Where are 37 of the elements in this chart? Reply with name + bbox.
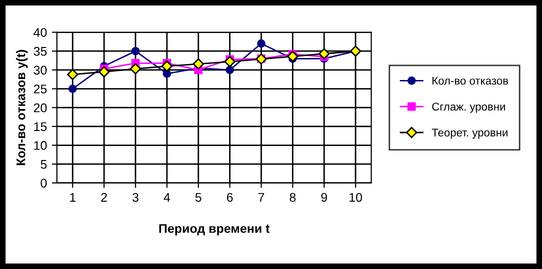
point [130, 63, 142, 74]
y-tick-label: 5 [40, 160, 47, 169]
y-tick-label: 25 [34, 84, 47, 94]
x-tick-label: 9 [321, 192, 327, 202]
point [224, 56, 236, 68]
x-tick-label: 6 [226, 192, 233, 202]
x-tick-label: 3 [132, 192, 138, 202]
legend-label: Кол-во отказов [432, 76, 508, 85]
point [68, 84, 77, 93]
y-tick-label: 35 [34, 46, 47, 56]
legend-label: Теорет. уровни [432, 128, 508, 139]
y-tick-label: 15 [34, 122, 47, 132]
legend-label: Сглаж. уровни [432, 102, 505, 113]
point [192, 58, 204, 70]
point [162, 70, 172, 78]
x-tick-label: 5 [195, 193, 202, 202]
point [161, 60, 173, 72]
y-tick-label: 40 [34, 28, 47, 37]
point [226, 66, 234, 74]
y-tick-label: 0 [40, 178, 47, 188]
y-tick-label: 30 [34, 66, 47, 75]
y-tick-label: 20 [34, 103, 47, 112]
point [257, 39, 266, 48]
y-tick-label: 10 [34, 141, 47, 150]
point [131, 46, 140, 56]
x-tick-label: 2 [101, 192, 107, 202]
y-axis-title: Кол-во отказов y(t) [16, 50, 28, 166]
x-tick-label: 8 [290, 192, 296, 202]
x-tick-label: 10 [350, 192, 362, 202]
x-tick-label: 4 [164, 193, 170, 202]
point [287, 50, 298, 62]
point [98, 66, 110, 78]
point [318, 48, 330, 60]
point [67, 68, 78, 80]
x-tick-label: 7 [258, 193, 264, 202]
x-tick-label: 1 [70, 193, 76, 202]
x-axis-title: Период времени t [159, 224, 270, 236]
